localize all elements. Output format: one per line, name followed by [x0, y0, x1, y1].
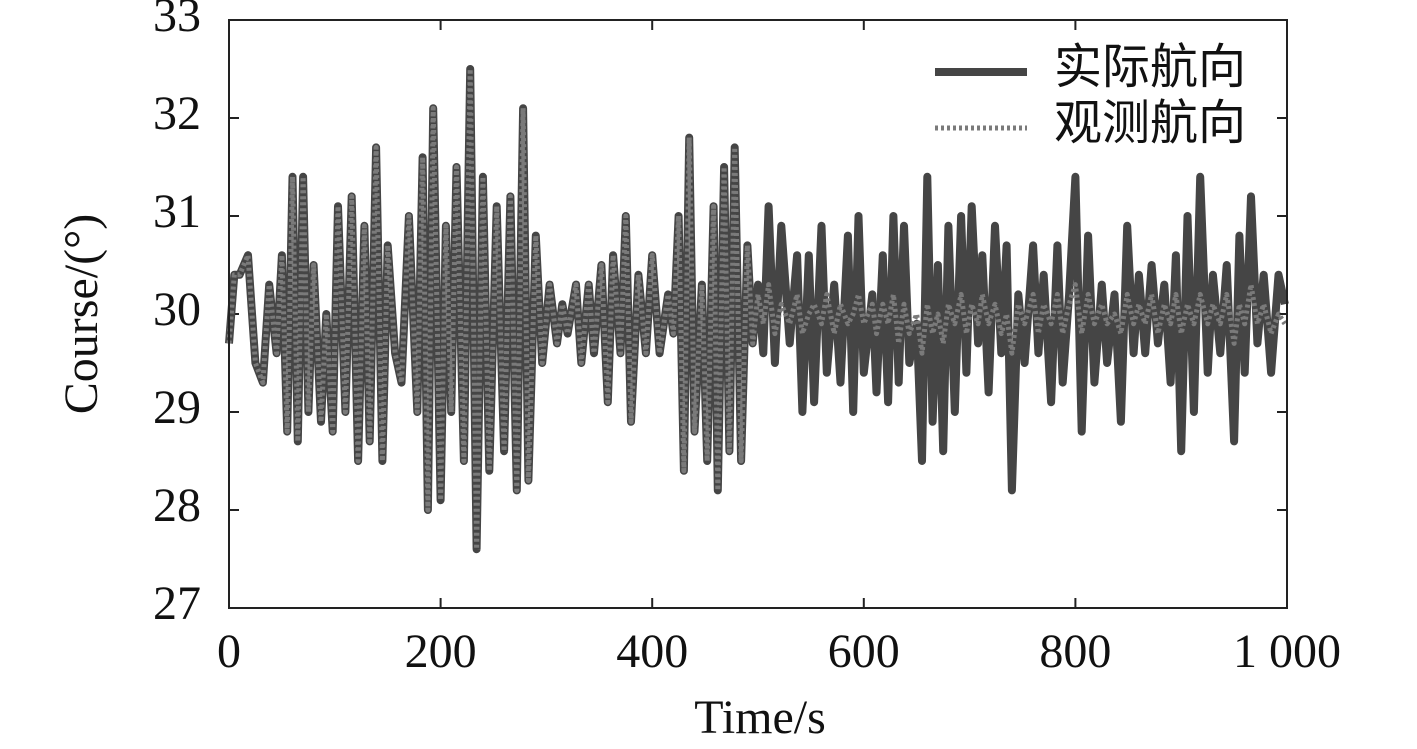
y-tick-label: 29 — [153, 381, 201, 434]
y-tick-label: 31 — [153, 185, 201, 238]
y-tick-label: 30 — [153, 283, 201, 336]
x-tick-label: 1 000 — [1233, 625, 1341, 678]
y-tick-label: 32 — [153, 87, 201, 140]
y-axis-title: Course/(°) — [55, 214, 108, 414]
legend-label: 实际航向 — [1054, 41, 1246, 94]
x-tick-label: 800 — [1039, 625, 1111, 678]
series-line — [225, 65, 1289, 554]
x-tick-label: 200 — [405, 625, 477, 678]
x-tick-label: 600 — [828, 625, 900, 678]
y-tick-label: 28 — [153, 479, 201, 532]
y-tick-label: 33 — [153, 0, 201, 42]
x-axis-title: Time/s — [694, 691, 826, 744]
y-tick-label: 27 — [153, 577, 201, 630]
legend-label: 观测航向 — [1054, 97, 1246, 150]
series-line — [226, 66, 1287, 552]
x-tick-label: 400 — [616, 625, 688, 678]
plot-frame — [228, 19, 1288, 609]
x-tick-label: 0 — [217, 625, 241, 678]
